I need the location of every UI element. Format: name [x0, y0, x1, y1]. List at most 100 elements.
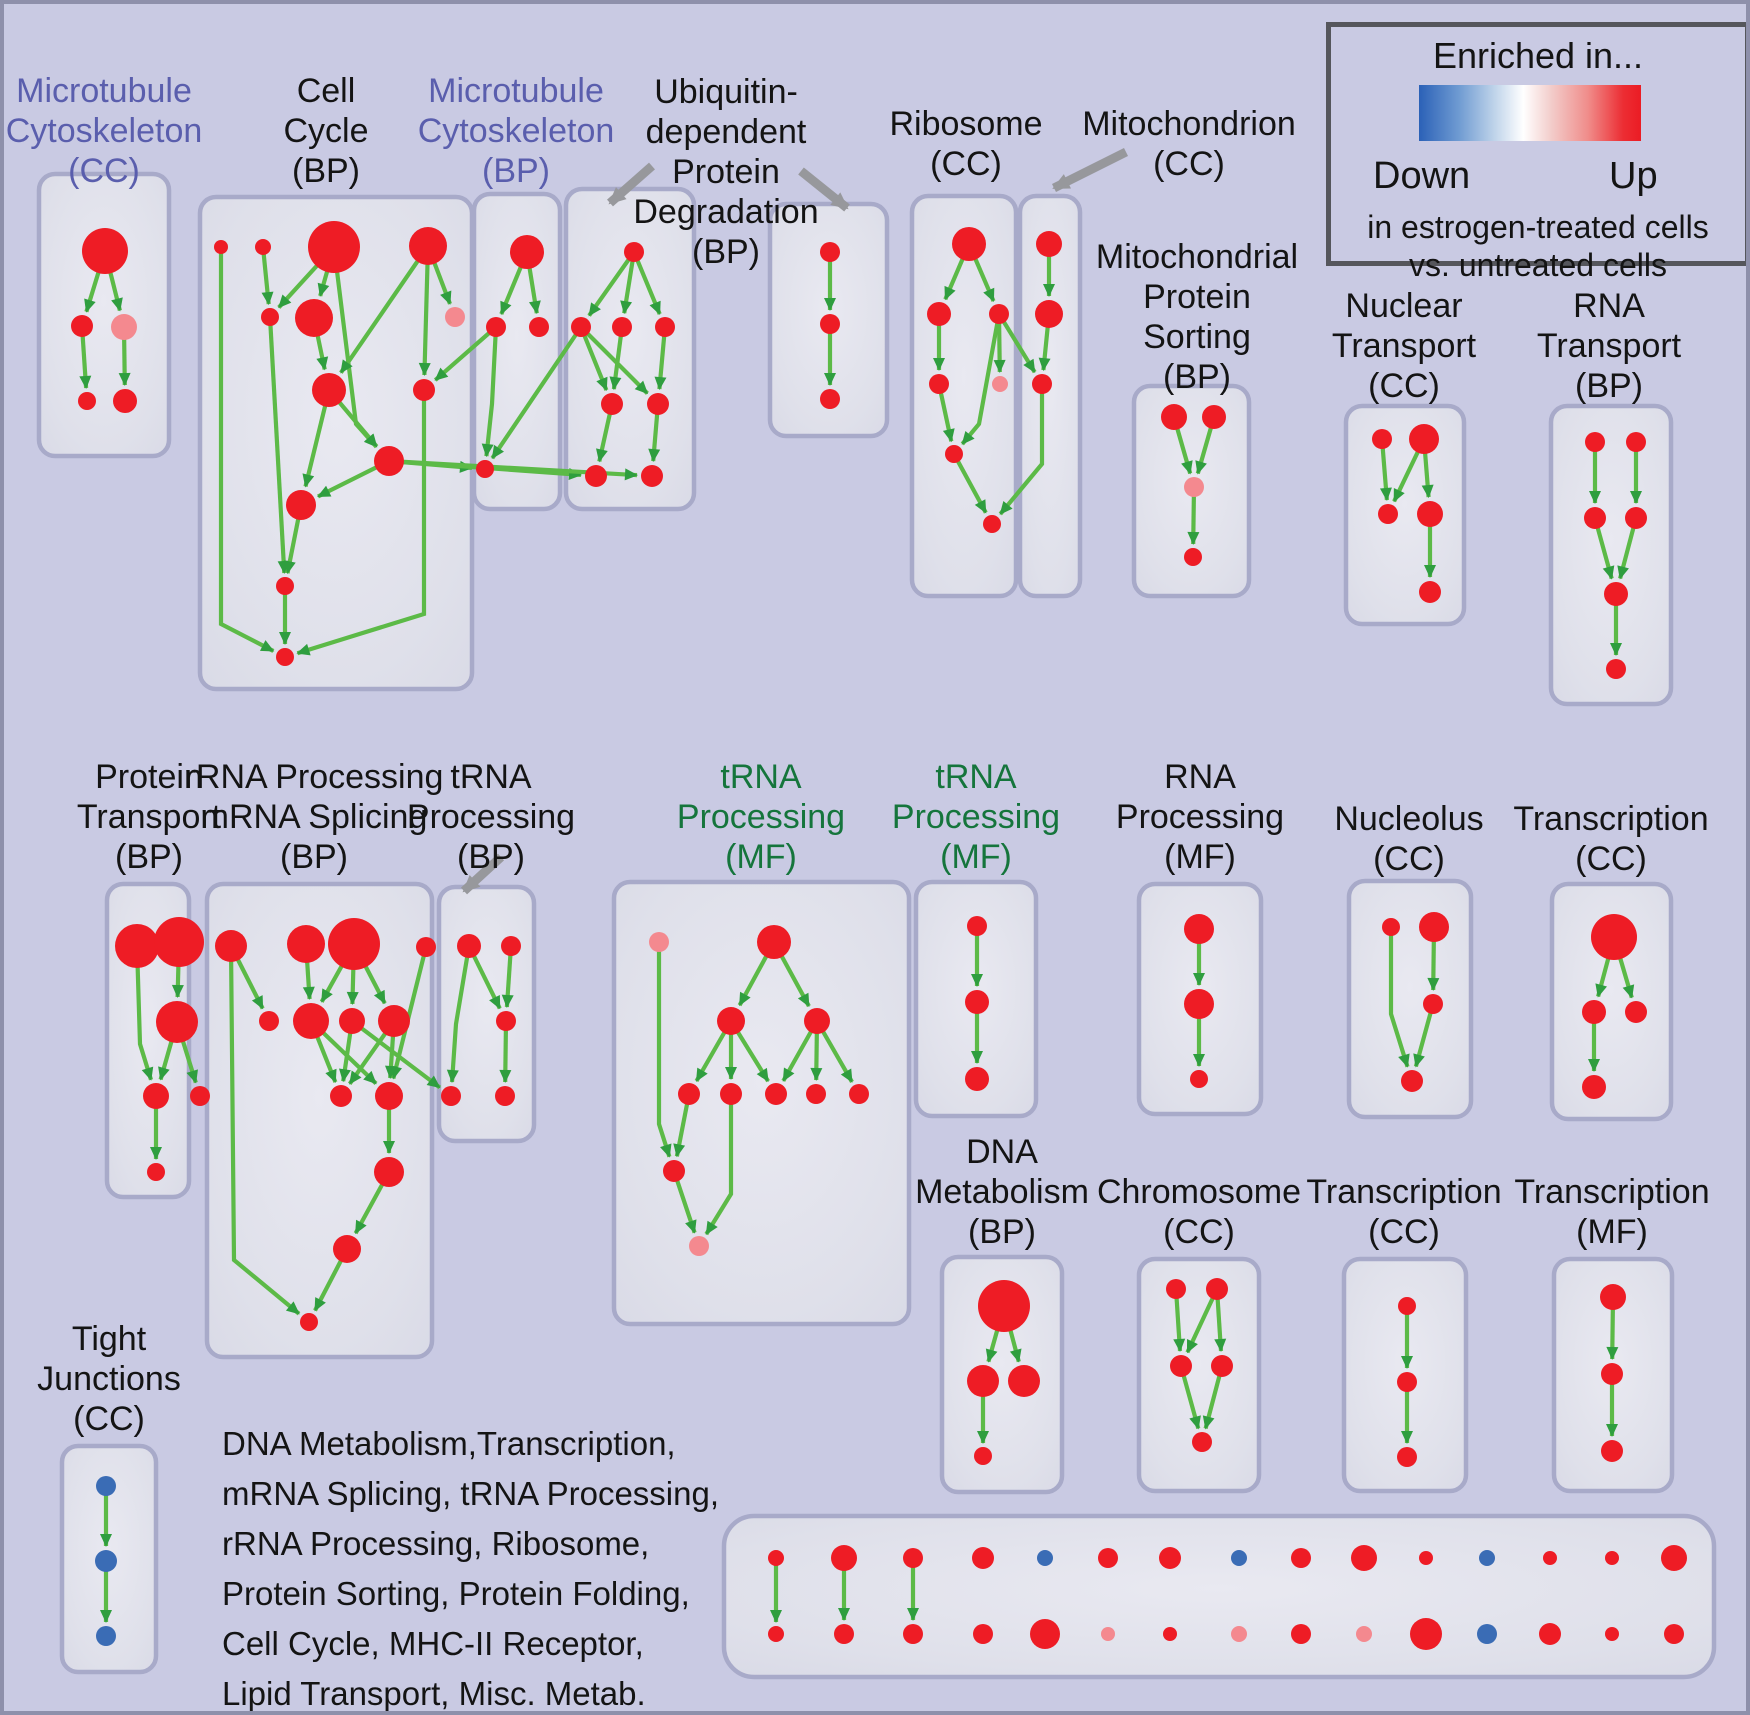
go-term-node — [255, 239, 271, 255]
group-label-line: Cytoskeleton — [5, 112, 203, 150]
group-label-line: Ubiquitin- — [654, 73, 798, 111]
group-label-line: (CC) — [1368, 367, 1440, 405]
group-label-line: (BP) — [692, 233, 760, 271]
go-term-node — [655, 317, 675, 337]
group-label-line: Mitochondrial — [1095, 238, 1299, 276]
group-label-dna-metabolism-bp: DNA Metabolism (BP) — [915, 1132, 1089, 1252]
go-term-node — [1605, 1627, 1619, 1641]
go-term-node — [1159, 1547, 1181, 1569]
group-label-line: Transport — [1331, 327, 1477, 365]
go-term-node — [441, 1086, 461, 1106]
go-term-node — [115, 924, 159, 968]
group-label-line: tRNA — [450, 758, 532, 796]
group-label-line: RNA — [1573, 287, 1645, 325]
group-label-nucleolus-cc: Nucleolus (CC) — [1334, 799, 1483, 879]
edge-chromosome-cc — [1185, 1288, 1219, 1354]
misc-text-line: mRNA Splicing, tRNA Processing, — [222, 1475, 720, 1512]
go-term-node — [413, 379, 435, 401]
go-term-node — [1543, 1551, 1557, 1565]
go-term-node — [978, 1280, 1030, 1332]
go-term-node — [757, 925, 791, 959]
group-label-line: Cell — [296, 72, 356, 110]
go-term-node — [1035, 300, 1063, 328]
go-term-node — [1539, 1623, 1561, 1645]
go-term-node — [1037, 1550, 1053, 1566]
group-label-microtubule-cytoskeleton-bp: Microtubule Cytoskeleton (BP) — [418, 71, 615, 191]
group-label-line: Mitochondrion — [1082, 105, 1296, 143]
group-label-ribosome-cc: Ribosome (CC) — [889, 104, 1042, 184]
group-label-line: (CC) — [68, 152, 140, 190]
go-term-node — [476, 460, 494, 478]
go-term-node — [1291, 1548, 1311, 1568]
edge-ubiquitin-degradation-bp — [654, 326, 668, 391]
annotation-arrow — [460, 853, 505, 895]
group-label-ubiquitin-degradation-bp: Ubiquitin-dependent Protein Degradation (BP… — [633, 72, 818, 272]
go-term-node — [1206, 1278, 1228, 1300]
network-diagram — [36, 147, 1717, 1680]
edge-cell-cycle-bp — [418, 245, 431, 376]
go-term-node — [1211, 1355, 1233, 1377]
go-term-node — [96, 1476, 116, 1496]
go-term-node — [929, 374, 949, 394]
go-term-node — [1398, 1297, 1416, 1315]
go-term-node — [1477, 1624, 1497, 1644]
go-term-node — [1409, 424, 1439, 454]
go-term-node — [1356, 1626, 1372, 1642]
go-term-node — [1202, 405, 1226, 429]
group-label-transcription-cc-row3: Transcription (CC) — [1306, 1172, 1501, 1252]
go-term-node — [1625, 1001, 1647, 1023]
go-term-node — [1419, 1551, 1433, 1565]
go-term-node — [1601, 1363, 1623, 1385]
go-term-node — [529, 317, 549, 337]
group-label-microtubule-cytoskeleton-cc: Microtubule Cytoskeleton (CC) — [6, 71, 203, 191]
go-term-node — [678, 1083, 700, 1105]
go-term-node — [312, 373, 346, 407]
group-label-line: Transcription — [1513, 800, 1709, 838]
go-term-node — [972, 1547, 994, 1569]
go-term-node — [111, 314, 137, 340]
group-label-line: Transport — [1536, 327, 1682, 365]
group-label-cell-cycle-bp: Cell Cycle (BP) — [283, 71, 368, 191]
misc-text-line: Protein Sorting, Protein Folding, — [222, 1575, 690, 1612]
edge-ribosome-cc — [960, 313, 1002, 446]
edge-nucleolus-cc — [1413, 1003, 1436, 1068]
go-term-node — [820, 242, 840, 262]
legend-up-label: Up — [1609, 155, 1658, 197]
edge-nuclear-transport-cc — [1379, 438, 1392, 501]
edge-ubiquitin-degradation-bp — [632, 251, 662, 316]
go-term-node — [78, 392, 96, 410]
go-term-node — [1582, 1075, 1606, 1099]
go-term-node — [1030, 1619, 1060, 1649]
edge-cell-cycle-bp — [267, 316, 290, 574]
go-term-node — [717, 1007, 745, 1035]
go-term-node — [1410, 1618, 1442, 1650]
go-term-node — [1378, 504, 1398, 524]
go-term-node — [339, 1008, 365, 1034]
group-label-line: Protein — [1143, 278, 1251, 316]
go-term-node — [983, 515, 1001, 533]
group-label-line: (BP) — [114, 838, 183, 876]
go-term-node — [1163, 1627, 1177, 1641]
go-term-node — [967, 916, 987, 936]
go-term-node — [445, 307, 465, 327]
go-term-node — [1605, 1551, 1619, 1565]
go-term-node — [1231, 1626, 1247, 1642]
edge-cell-cycle-bp — [339, 244, 430, 374]
go-term-node — [820, 314, 840, 334]
go-term-node — [374, 446, 404, 476]
go-term-node — [1036, 231, 1062, 257]
go-term-node — [496, 1011, 516, 1031]
group-label-line: (CC) — [1373, 840, 1445, 878]
go-term-node — [849, 1084, 869, 1104]
group-label-line: Chromosome — [1096, 1173, 1302, 1211]
group-label-line: Transport — [76, 798, 222, 836]
go-term-node — [1184, 548, 1202, 566]
group-label-line: rRNA Processing — [184, 758, 444, 796]
edge-cell-cycle-bp — [218, 247, 275, 653]
go-term-node — [927, 302, 951, 326]
go-term-node — [945, 445, 963, 463]
group-label-line: (BP) — [456, 838, 525, 876]
go-term-node — [1190, 1070, 1208, 1088]
misc-text-line: Cell Cycle, MHC-II Receptor, — [222, 1625, 644, 1662]
go-term-node — [71, 315, 93, 337]
